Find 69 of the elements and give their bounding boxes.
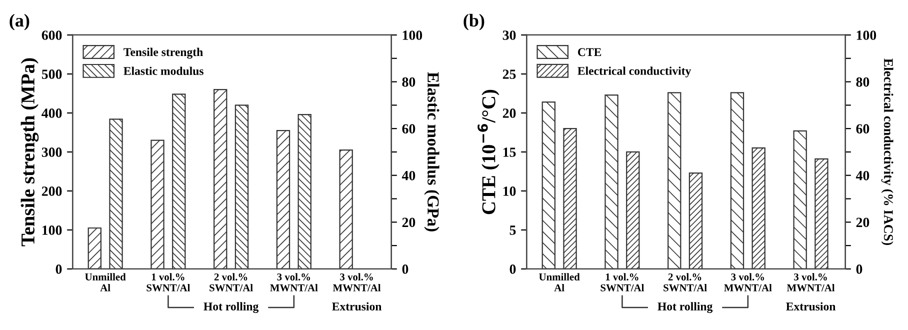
bar xyxy=(542,101,556,269)
x-tick-label: Unmilled Al xyxy=(539,273,580,292)
x-tick-label: 3 vol.% MWNT/Al xyxy=(724,273,772,292)
x-tick-label: 3 vol.% MWNT/Al xyxy=(786,273,835,292)
y2-tick-label: 20 xyxy=(856,218,870,228)
bar xyxy=(150,140,164,269)
y2-tick-label: 60 xyxy=(402,124,416,134)
y-tick-label: 10 xyxy=(503,186,516,196)
y2-tick-label: 40 xyxy=(402,170,416,180)
y2-tick-label: 0 xyxy=(856,264,862,274)
x-tick-label: 3 vol.% MWNT/Al xyxy=(332,273,381,292)
x-tick-label: 3 vol.% MWNT/Al xyxy=(270,273,318,292)
text: Extrusion xyxy=(786,302,836,311)
y-tick-label: 25 xyxy=(502,70,516,79)
bar xyxy=(339,149,353,269)
y2-tick-label: 100 xyxy=(856,30,876,40)
y-tick-label: 100 xyxy=(42,226,62,235)
y2-axis-title: Elastic modulus (GPa) xyxy=(424,72,440,232)
text: Extrusion xyxy=(332,302,382,311)
y-tick-label: 0 xyxy=(510,264,516,274)
bar xyxy=(234,104,249,269)
bar xyxy=(793,130,807,269)
y2-tick-label: 80 xyxy=(402,77,416,87)
y2-tick-label: 40 xyxy=(856,170,870,180)
bar xyxy=(563,128,577,269)
bar xyxy=(688,172,703,269)
x-tick-label: 2 vol.% SWNT/Al xyxy=(210,273,253,292)
y-tick-label: 30 xyxy=(502,30,516,40)
bar xyxy=(752,147,766,269)
y-tick-label: 5 xyxy=(510,226,516,235)
legend-label: Tensile strength xyxy=(124,48,203,59)
bar xyxy=(276,130,290,269)
text: Hot rolling xyxy=(658,302,713,313)
x-tick-label: 2 vol.% SWNT/Al xyxy=(664,273,707,292)
y-tick-label: 15 xyxy=(503,148,516,157)
x-tick-label: 1 vol.% SWNT/Al xyxy=(600,273,644,292)
bar xyxy=(172,94,186,269)
x-tick-label: 1 vol.% SWNT/Al xyxy=(146,273,190,292)
legend-label: Elastic modulus xyxy=(124,66,204,76)
legend-label: Electrical conductivity xyxy=(578,66,692,78)
bar xyxy=(88,227,102,269)
y2-tick-label: 0 xyxy=(402,264,408,274)
y2-tick-label: 80 xyxy=(856,77,870,87)
bar xyxy=(730,92,744,269)
y-axis-title: Tensile strength (MPa) xyxy=(20,58,39,246)
bar xyxy=(214,89,228,269)
y-axis-title: CTE (10$^{−6}$/°C) xyxy=(478,90,500,214)
bar xyxy=(814,158,828,269)
y-tick-label: 200 xyxy=(42,186,62,196)
text: Hot rolling xyxy=(204,302,259,313)
bar xyxy=(604,94,618,269)
chart-title: (b) xyxy=(464,14,484,30)
bar xyxy=(109,118,123,269)
legend-label: CTE xyxy=(578,48,602,56)
y-tick-label: 500 xyxy=(42,70,62,79)
y2-tick-label: 20 xyxy=(402,218,416,228)
bar xyxy=(626,151,640,269)
bar xyxy=(668,92,682,269)
chart-title: (a) xyxy=(10,14,30,30)
bar xyxy=(298,114,312,269)
y2-tick-label: 60 xyxy=(856,124,870,134)
y-tick-label: 600 xyxy=(42,30,62,40)
y2-axis-title: Electrical conductivity (% IACS) xyxy=(881,58,894,246)
y2-tick-label: 100 xyxy=(402,30,422,40)
y-tick-label: 20 xyxy=(502,108,516,118)
y-tick-label: 400 xyxy=(42,108,62,118)
y-tick-label: 300 xyxy=(42,148,62,157)
y-tick-label: 0 xyxy=(56,264,62,274)
x-tick-label: Unmilled Al xyxy=(85,273,126,292)
